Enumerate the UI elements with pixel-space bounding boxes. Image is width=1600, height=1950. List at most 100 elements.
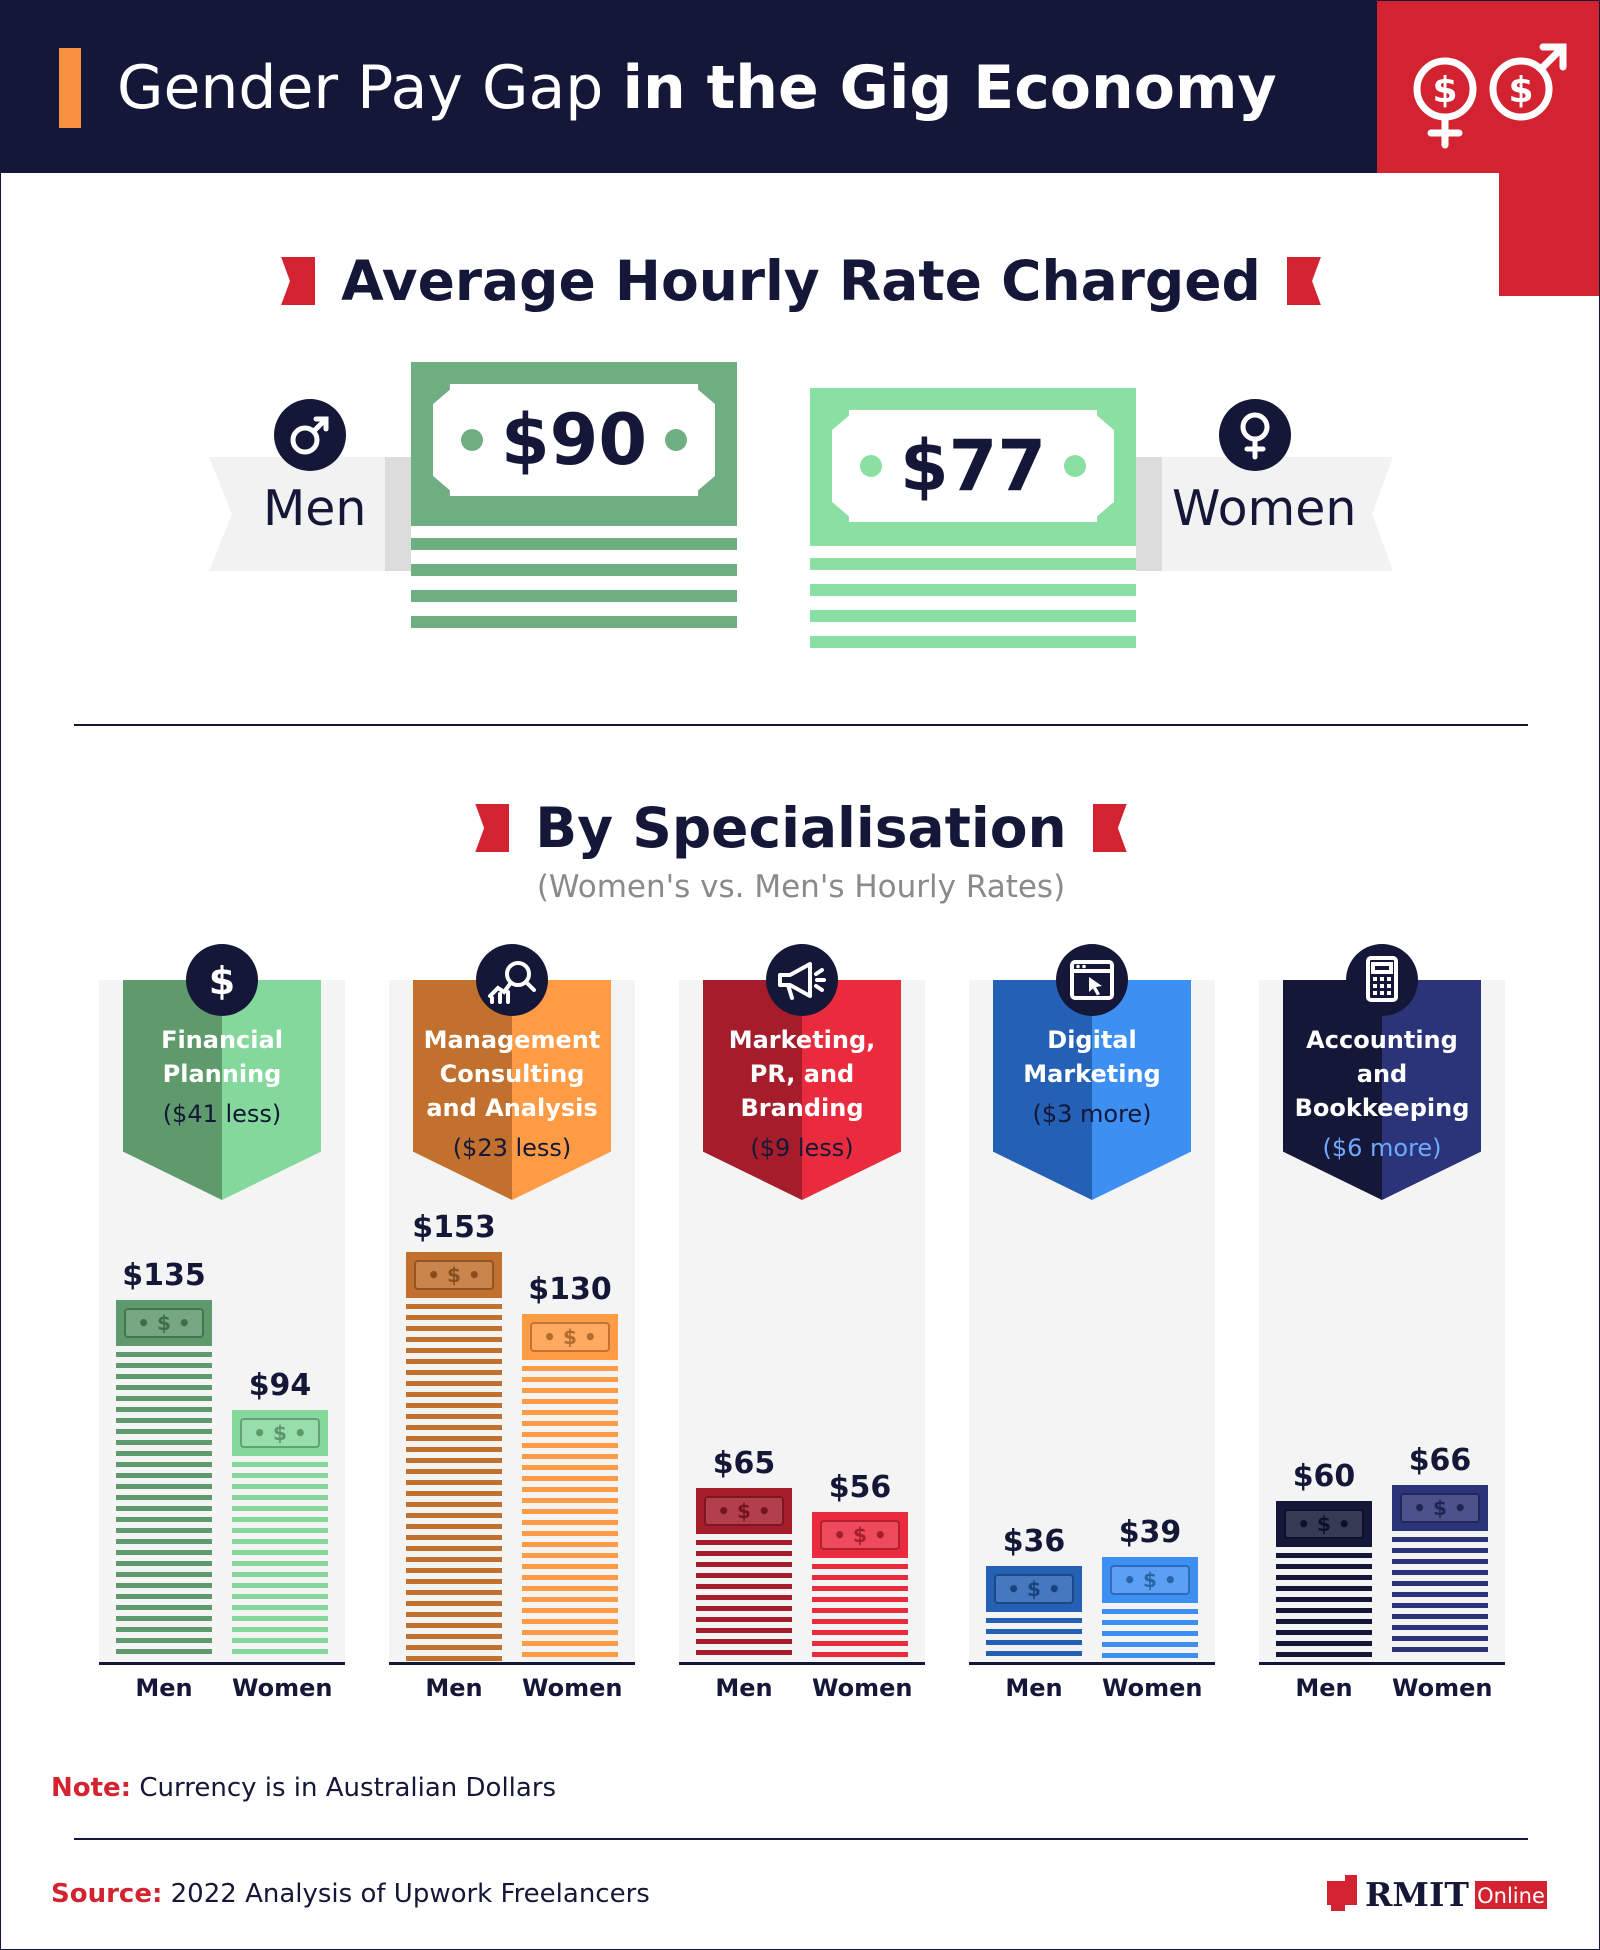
bar-stripe [116,1605,212,1611]
bar-stripe [406,1524,502,1529]
bar-stripe [116,1616,212,1622]
bar-stripe [232,1583,328,1589]
specialisation-heading-text: By Specialisation [535,796,1067,860]
bar-stripe [116,1495,212,1501]
bar-stripe [1276,1586,1372,1592]
women-bar: • $ • [1392,1485,1488,1662]
bar-stripe [406,1601,502,1606]
bar-stripe [406,1337,502,1342]
header-accent [59,48,81,128]
bar-stripe [696,1583,792,1589]
bar-stripe [116,1484,212,1490]
bar-stripe [232,1594,328,1600]
men-axis-label: Men [425,1674,483,1702]
specialisation-pennant [413,980,611,1200]
bar-stripe [522,1508,618,1514]
bar-stripe [522,1552,618,1558]
bar-stripe [116,1561,212,1567]
bar-stripe [696,1594,792,1600]
banknote-stripe [411,538,737,550]
bar-stripe [232,1616,328,1622]
bar-banknote-face: • $ • [704,1495,784,1526]
specialisation-name-line: Marketing [1023,1060,1161,1088]
bar-stripe [522,1431,618,1437]
bar-banknote-face: • $ • [240,1418,320,1449]
bar-banknote-face: • $ • [414,1260,494,1290]
men-value-label: $135 [122,1258,206,1294]
bar-stripe [522,1563,618,1569]
bar-banknote-face: • $ • [820,1519,900,1550]
women-label: Women [1172,480,1357,537]
section-divider [74,724,1528,726]
men-average-value: $90 [500,399,648,481]
bar-stripe [116,1451,212,1457]
bar-stripe [232,1539,328,1545]
source-lead: Source: [51,1879,163,1909]
bar-stripe [1392,1636,1488,1642]
bar-stripe [812,1651,908,1657]
bar-stripe [1102,1631,1198,1637]
bar-stripe [522,1442,618,1448]
specialisation-name-line: Consulting [439,1060,585,1088]
gender-dollar-icon: $ $ [1413,43,1567,149]
note-lead: Note: [51,1773,132,1803]
men-axis-label: Men [135,1674,193,1702]
bar-banknote: • $ • [522,1313,618,1360]
bar-stripe [406,1458,502,1463]
bar-stripe [406,1590,502,1595]
specialisation-name-line: Branding [740,1094,864,1122]
men-bar: • $ • [696,1487,792,1662]
men-banknote: $90 [411,362,737,526]
specialisation-name: Management Consulting and Analysis ($23 les… [413,1023,611,1165]
bar-stripe [406,1304,502,1309]
men-banknote-stack: $90 [411,362,737,648]
bar-stripe [1392,1603,1488,1609]
svg-text:$: $ [209,959,235,1003]
bar-stripe [522,1596,618,1602]
ribbon-decoration [281,257,316,305]
bar-stripe [406,1359,502,1364]
women-value-label: $39 [1118,1515,1182,1551]
men-axis-label: Men [715,1674,773,1702]
bar-banknote: • $ • [1276,1501,1372,1548]
pay-difference: ($41 less) [162,1100,282,1128]
bar-stripe [1276,1641,1372,1647]
bar-banknote: • $ • [1102,1557,1198,1604]
female-symbol-icon [1219,399,1291,471]
megaphone-icon [766,944,838,1016]
banknote-dot [664,429,687,451]
banknote-face: $90 [433,384,715,496]
bar-stripe [116,1627,212,1633]
specialisation-name-line: and [1356,1060,1408,1088]
bar-stripe [1276,1630,1372,1636]
bar-banknote-face: • $ • [994,1573,1074,1604]
bar-stripe [116,1572,212,1578]
bar-stripe [232,1572,328,1578]
pay-difference: ($9 less) [750,1134,854,1162]
women-axis-label: Women [812,1674,913,1702]
bar-stripe [116,1418,212,1424]
bar-stripe [696,1649,792,1655]
calculator-icon [1346,944,1418,1016]
bar-stripe [406,1623,502,1628]
bar-stripe [406,1315,502,1320]
bar-stripe [522,1486,618,1492]
bar-stripe [1102,1620,1198,1626]
women-average-value: $77 [899,425,1047,507]
bar-banknote-face: • $ • [1400,1493,1480,1524]
specialisation-pennant [1283,980,1481,1200]
bar-stripe [522,1475,618,1481]
dollar-icon: $ [186,944,258,1016]
bar-stripe [406,1480,502,1485]
bar-stripe [986,1617,1082,1623]
bar-stripe [812,1629,908,1635]
bar-stripe [522,1464,618,1470]
bar-stripe [232,1561,328,1567]
bar-stripe [116,1385,212,1391]
bar-stripe [1392,1614,1488,1620]
bar-stripe [116,1352,212,1358]
women-banknote-stack: $77 [810,388,1136,648]
bar-stripe [116,1649,212,1655]
corner-decoration [1377,51,1599,173]
bar-stripe [116,1506,212,1512]
